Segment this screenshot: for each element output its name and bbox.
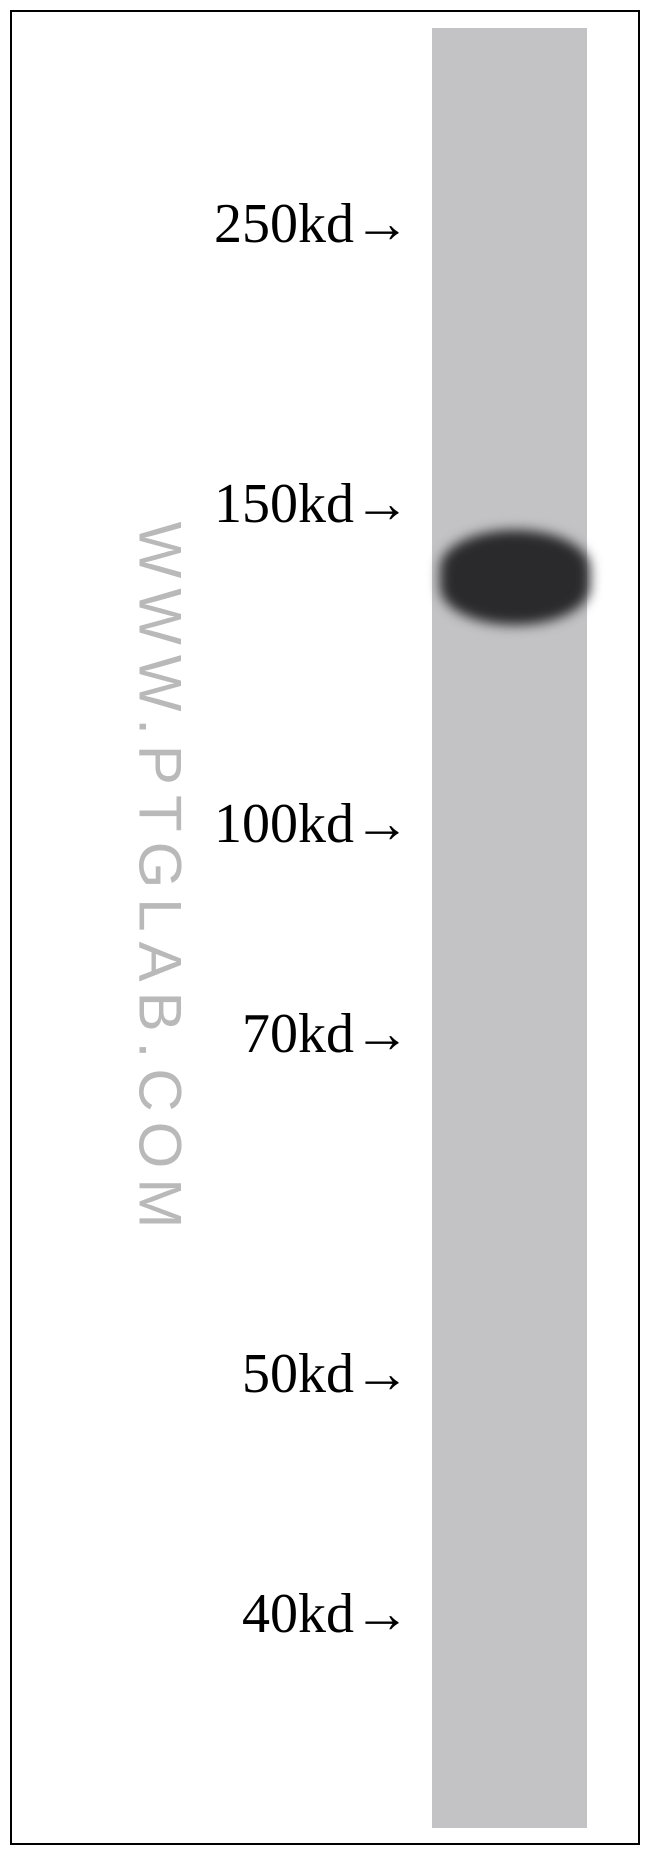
mw-marker-label: 250kd→ — [214, 192, 410, 256]
protein-band — [440, 530, 590, 625]
mw-marker-label: 70kd→ — [242, 1002, 410, 1066]
mw-marker-label: 100kd→ — [214, 792, 410, 856]
mw-marker-label: 50kd→ — [242, 1342, 410, 1406]
blot-lane — [432, 28, 587, 1828]
mw-marker-label: 40kd→ — [242, 1582, 410, 1646]
mw-marker-label: 150kd→ — [214, 472, 410, 536]
